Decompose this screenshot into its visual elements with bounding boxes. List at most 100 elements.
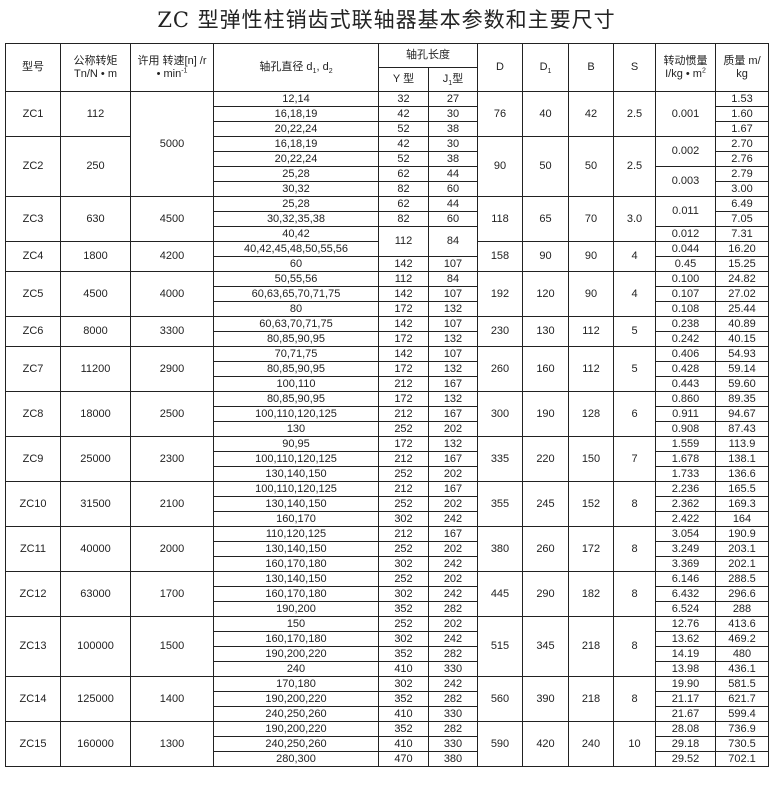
torque-cell: 250 bbox=[60, 136, 131, 197]
D1-cell: 220 bbox=[522, 436, 569, 482]
S-cell: 7 bbox=[613, 436, 656, 482]
y-length-cell: 52 bbox=[378, 151, 429, 167]
inertia-cell: 2.236 bbox=[655, 481, 716, 497]
inertia-cell: 0.908 bbox=[655, 421, 716, 437]
header-mass: 质量 m/kg bbox=[715, 43, 769, 92]
B-cell: 152 bbox=[568, 481, 614, 527]
bore-diameter-cell: 160,170,180 bbox=[213, 631, 379, 647]
j1-length-cell: 30 bbox=[428, 136, 478, 152]
mass-cell: 599.4 bbox=[715, 706, 769, 722]
inertia-cell: 1.733 bbox=[655, 466, 716, 482]
y-length-cell: 172 bbox=[378, 331, 429, 347]
torque-cell: 18000 bbox=[60, 391, 131, 437]
bore-diameter-cell: 170,180 bbox=[213, 676, 379, 692]
bore-diameter-cell: 80 bbox=[213, 301, 379, 317]
mass-cell: 581.5 bbox=[715, 676, 769, 692]
inertia-cell: 0.107 bbox=[655, 286, 716, 302]
bore-diameter-cell: 16,18,19 bbox=[213, 136, 379, 152]
y-length-cell: 470 bbox=[378, 751, 429, 767]
j1-length-cell: 132 bbox=[428, 391, 478, 407]
torque-cell: 8000 bbox=[60, 316, 131, 347]
j1-length-cell: 282 bbox=[428, 691, 478, 707]
bore-diameter-cell: 160,170,180 bbox=[213, 556, 379, 572]
B-cell: 112 bbox=[568, 346, 614, 392]
B-cell: 128 bbox=[568, 391, 614, 437]
j1-length-cell: 282 bbox=[428, 601, 478, 617]
j1-length-cell: 202 bbox=[428, 541, 478, 557]
bore-diameter-cell: 25,28 bbox=[213, 166, 379, 182]
mass-cell: 1.67 bbox=[715, 121, 769, 137]
table-row: ZC3 630 4500 25,28 62 44 118 65 70 3.0 0.011 6.49 bbox=[5, 196, 769, 242]
S-cell: 2.5 bbox=[613, 91, 656, 137]
table-row: ZC9 25000 2300 90,95 172 132 335 220 150 7 1.559 11… bbox=[5, 436, 769, 482]
table-row: 25,28 62 44 0.003 2.79 bbox=[6, 166, 769, 197]
j1-length-cell: 167 bbox=[428, 376, 478, 392]
mass-cell: 1.60 bbox=[715, 106, 769, 122]
y-length-cell: 302 bbox=[378, 676, 429, 692]
speed-cell: 1300 bbox=[130, 721, 214, 767]
j1-length-cell: 132 bbox=[428, 436, 478, 452]
torque-cell: 25000 bbox=[60, 436, 131, 482]
model-cell: ZC8 bbox=[5, 391, 61, 437]
y-length-cell: 112 bbox=[378, 226, 429, 257]
j1-length-cell: 107 bbox=[428, 316, 478, 332]
bore-diameter-cell: 90,95 bbox=[213, 436, 379, 452]
j1-length-cell: 330 bbox=[428, 661, 478, 677]
bore-diameter-cell: 25,28 bbox=[213, 196, 379, 212]
D-cell: 118 bbox=[477, 196, 523, 242]
S-cell: 6 bbox=[613, 391, 656, 437]
j1-length-cell: 167 bbox=[428, 451, 478, 467]
bore-diameter-cell: 70,71,75 bbox=[213, 346, 379, 362]
B-cell: 112 bbox=[568, 316, 614, 347]
torque-cell: 40000 bbox=[60, 526, 131, 572]
bore-diameter-cell: 60,63,65,70,71,75 bbox=[213, 286, 379, 302]
y-length-cell: 352 bbox=[378, 691, 429, 707]
header-bore-length: 轴孔长度 bbox=[378, 43, 478, 68]
inertia-cell: 2.362 bbox=[655, 496, 716, 512]
y-length-cell: 172 bbox=[378, 301, 429, 317]
table-row: 80,85,90,95 172 132 0.428 59.14 bbox=[6, 361, 769, 377]
D1-cell: 160 bbox=[522, 346, 569, 392]
j1-length-cell: 202 bbox=[428, 421, 478, 437]
inertia-cell: 21.17 bbox=[655, 691, 716, 707]
S-cell: 4 bbox=[613, 271, 656, 317]
D-cell: 355 bbox=[477, 481, 523, 527]
torque-cell: 125000 bbox=[60, 676, 131, 722]
bore-diameter-cell: 40,42,45,48,50,55,56 bbox=[213, 241, 379, 257]
bore-diameter-cell: 100,110,120,125 bbox=[213, 406, 379, 422]
y-length-cell: 142 bbox=[378, 286, 429, 302]
y-length-cell: 172 bbox=[378, 361, 429, 377]
S-cell: 8 bbox=[613, 571, 656, 617]
table-row: 80,85,90,95 172 132 0.242 40.15 bbox=[6, 331, 769, 347]
y-length-cell: 42 bbox=[378, 106, 429, 122]
mass-cell: 138.1 bbox=[715, 451, 769, 467]
y-length-cell: 252 bbox=[378, 616, 429, 632]
mass-cell: 296.6 bbox=[715, 586, 769, 602]
D-cell: 560 bbox=[477, 676, 523, 722]
j1-length-cell: 60 bbox=[428, 181, 478, 197]
inertia-cell: 0.012 bbox=[655, 226, 716, 242]
D-cell: 158 bbox=[477, 241, 523, 272]
bore-diameter-cell: 190,200 bbox=[213, 601, 379, 617]
y-length-cell: 252 bbox=[378, 571, 429, 587]
table-row: ZC13 100000 1500 150 252 202 515 345 218 8 12.76 41… bbox=[5, 616, 769, 677]
j1-length-cell: 282 bbox=[428, 646, 478, 662]
table-row: 160,170,180 302 242 3.369 202.1 bbox=[6, 556, 769, 572]
j1-length-cell: 202 bbox=[428, 496, 478, 512]
mass-cell: 165.5 bbox=[715, 481, 769, 497]
y-length-cell: 352 bbox=[378, 601, 429, 617]
inertia-cell: 28.08 bbox=[655, 721, 716, 737]
inertia-cell: 0.45 bbox=[655, 256, 716, 272]
table-row: ZC7 11200 2900 70,71,75 142 107 260 160 112 5 0.40… bbox=[5, 346, 769, 392]
inertia-cell: 12.76 bbox=[655, 616, 716, 632]
header-j1-type: J1型 bbox=[428, 67, 478, 92]
D-cell: 445 bbox=[477, 571, 523, 617]
model-cell: ZC13 bbox=[5, 616, 61, 677]
j1-length-cell: 242 bbox=[428, 676, 478, 692]
y-length-cell: 172 bbox=[378, 391, 429, 407]
inertia-cell: 3.249 bbox=[655, 541, 716, 557]
header-y-type: Y 型 bbox=[378, 67, 429, 92]
inertia-cell: 0.911 bbox=[655, 406, 716, 422]
mass-cell: 7.31 bbox=[715, 226, 769, 242]
bore-diameter-cell: 20,22,24 bbox=[213, 121, 379, 137]
